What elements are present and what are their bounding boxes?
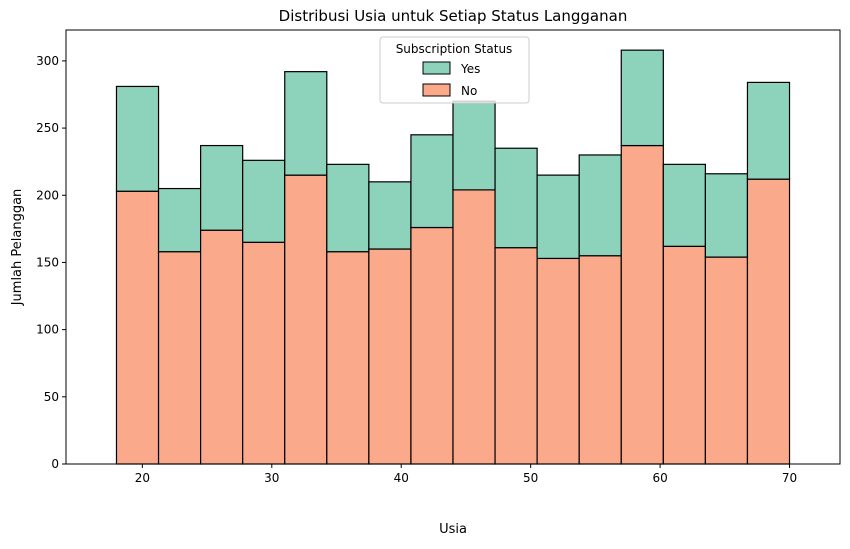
bar-yes-2 xyxy=(200,144,244,231)
y-tick-label: 50 xyxy=(44,390,59,404)
bar-yes-4 xyxy=(284,71,328,176)
x-tick-label: 50 xyxy=(523,471,538,485)
bar-no-9 xyxy=(494,247,538,465)
bar-yes-12 xyxy=(620,49,664,147)
x-tick-label: 60 xyxy=(652,471,667,485)
bar-no-1 xyxy=(157,251,202,465)
bar-no-0 xyxy=(115,190,160,465)
bar-no-7 xyxy=(410,226,454,465)
legend: Subscription Status Yes No xyxy=(379,36,530,104)
legend-label-no: No xyxy=(461,84,477,98)
bar-no-2 xyxy=(200,229,244,465)
bar-yes-5 xyxy=(326,163,370,253)
bar-yes-6 xyxy=(368,181,412,250)
bar-yes-8 xyxy=(452,100,496,191)
y-tick-label: 100 xyxy=(36,323,59,337)
bar-yes-7 xyxy=(410,134,454,229)
x-tick-label: 30 xyxy=(264,471,279,485)
bar-yes-14 xyxy=(704,173,749,258)
bar-no-6 xyxy=(368,248,412,465)
bar-no-12 xyxy=(620,144,664,465)
bar-yes-15 xyxy=(746,81,791,180)
bars-layer xyxy=(115,49,791,465)
bar-no-8 xyxy=(452,189,496,465)
y-tick-label: 300 xyxy=(36,54,59,68)
bar-no-14 xyxy=(704,256,749,465)
legend-frame xyxy=(379,36,530,104)
y-tick-label: 250 xyxy=(36,121,59,135)
bar-no-3 xyxy=(242,241,286,465)
y-axis-label: Jumlah Pelanggan xyxy=(10,189,25,307)
bar-no-10 xyxy=(536,257,580,465)
bar-yes-1 xyxy=(157,187,202,253)
legend-title: Subscription Status xyxy=(396,42,513,56)
chart-title: Distribusi Usia untuk Setiap Status Lang… xyxy=(279,7,628,25)
legend-label-yes: Yes xyxy=(460,62,480,76)
y-axis-ticks: 0 50 100 150 200 250 300 xyxy=(36,54,66,471)
bar-yes-9 xyxy=(494,147,538,249)
bar-no-4 xyxy=(284,174,328,465)
axes-frame xyxy=(65,29,841,465)
y-tick-label: 0 xyxy=(51,457,59,471)
x-axis-ticks: 20 30 40 50 60 70 xyxy=(135,464,797,485)
bar-yes-0 xyxy=(115,85,160,192)
bar-no-5 xyxy=(326,251,370,465)
x-tick-label: 40 xyxy=(394,471,409,485)
bar-yes-13 xyxy=(662,163,706,247)
x-tick-label: 20 xyxy=(135,471,150,485)
y-tick-label: 150 xyxy=(36,255,59,269)
bar-yes-11 xyxy=(578,154,622,257)
legend-swatch-no xyxy=(422,83,451,97)
bar-no-13 xyxy=(662,245,706,465)
x-axis-label: Usia xyxy=(439,522,467,537)
bar-no-11 xyxy=(578,255,622,465)
legend-swatch-yes xyxy=(422,61,451,75)
y-tick-label: 200 xyxy=(36,188,59,202)
x-tick-label: 70 xyxy=(782,471,797,485)
bar-yes-10 xyxy=(536,174,580,260)
bar-yes-3 xyxy=(242,159,286,243)
bar-no-15 xyxy=(746,178,791,465)
